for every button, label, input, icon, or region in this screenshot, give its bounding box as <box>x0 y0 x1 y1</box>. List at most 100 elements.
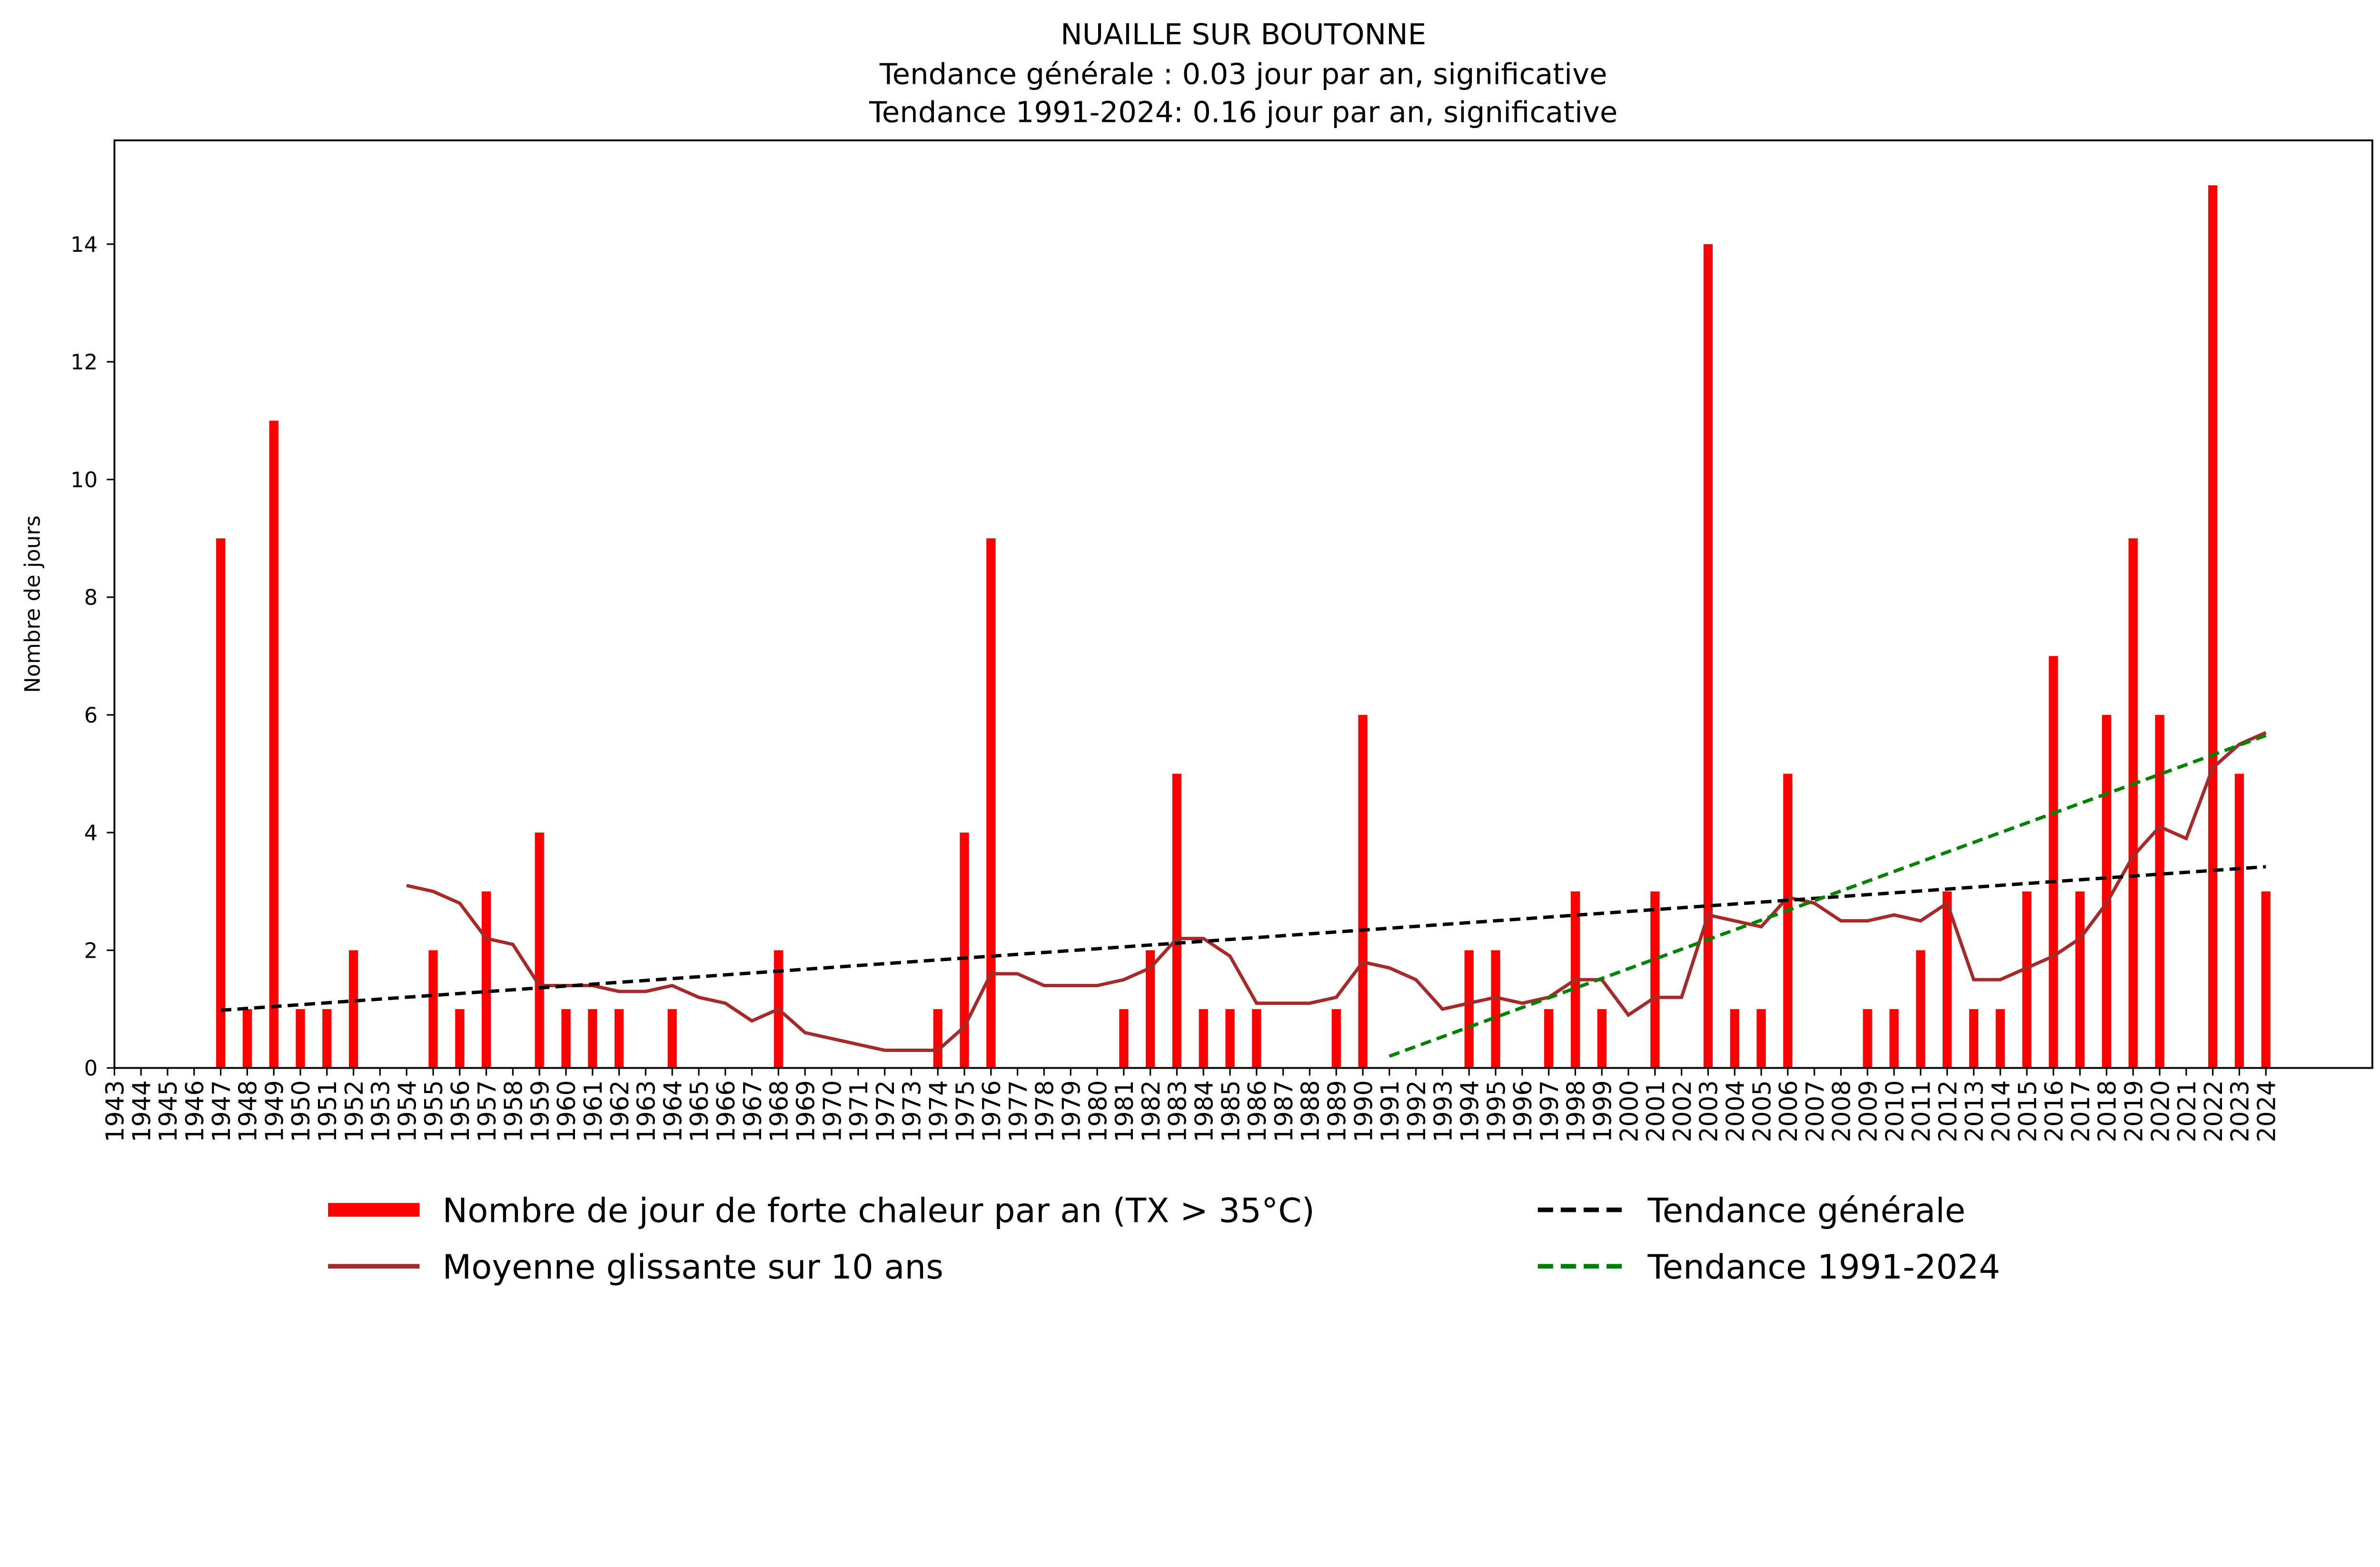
bar-2022 <box>2208 185 2218 1068</box>
bar-2004 <box>1730 1009 1739 1068</box>
chart-title-line-1: NUAILLE SUR BOUTONNE <box>1061 18 1426 51</box>
x-tick-label-1948: 1948 <box>234 1080 263 1142</box>
x-tick-label-1972: 1972 <box>872 1080 900 1142</box>
x-tick-label-1976: 1976 <box>978 1080 1006 1142</box>
y-tick-label-12: 12 <box>70 349 98 375</box>
x-tick-label-1970: 1970 <box>818 1080 847 1142</box>
x-tick-label-1979: 1979 <box>1057 1080 1086 1142</box>
y-tick-label-0: 0 <box>84 1056 98 1081</box>
bar-1995 <box>1491 950 1500 1068</box>
x-tick-label-1975: 1975 <box>951 1080 980 1142</box>
x-tick-label-2005: 2005 <box>1748 1080 1776 1142</box>
bar-1964 <box>667 1009 677 1068</box>
bar-1989 <box>1331 1009 1341 1068</box>
bar-1960 <box>561 1009 571 1068</box>
bar-2006 <box>1783 774 1793 1068</box>
lines-layer <box>220 731 2267 1058</box>
bar-1948 <box>242 1009 252 1068</box>
x-tick-label-1956: 1956 <box>446 1080 475 1142</box>
bar-2018 <box>2102 714 2112 1068</box>
bars-layer <box>216 185 2271 1068</box>
bar-1999 <box>1597 1009 1606 1068</box>
x-tick-label-2016: 2016 <box>2040 1080 2069 1142</box>
legend-label-trend-recent: Tendance 1991-2024 <box>1647 1248 2001 1287</box>
x-tick-label-2003: 2003 <box>1695 1080 1724 1142</box>
x-axis: 1943194419451946194719481949195019511952… <box>101 1068 2281 1142</box>
legend-label-bars: Nombre de jour de forte chaleur par an (… <box>442 1191 1315 1230</box>
bar-1975 <box>960 833 969 1068</box>
bar-1947 <box>216 538 226 1068</box>
x-tick-label-2018: 2018 <box>2093 1080 2122 1142</box>
bar-1982 <box>1146 950 1155 1068</box>
x-tick-label-1946: 1946 <box>181 1080 209 1142</box>
x-tick-label-1978: 1978 <box>1031 1080 1060 1142</box>
bar-1984 <box>1199 1009 1208 1068</box>
x-tick-label-1964: 1964 <box>659 1080 687 1142</box>
bar-2009 <box>1863 1009 1872 1068</box>
bar-2003 <box>1703 244 1713 1068</box>
x-tick-label-2001: 2001 <box>1642 1080 1670 1142</box>
legend-label-moving-average: Moyenne glissante sur 10 ans <box>442 1248 943 1287</box>
x-tick-label-1971: 1971 <box>845 1080 873 1142</box>
bar-2020 <box>2155 714 2164 1068</box>
bar-2017 <box>2075 891 2085 1068</box>
x-tick-label-1987: 1987 <box>1270 1080 1299 1142</box>
x-tick-label-1953: 1953 <box>367 1080 396 1142</box>
x-tick-label-1980: 1980 <box>1084 1080 1112 1142</box>
x-tick-label-1968: 1968 <box>765 1080 794 1142</box>
y-tick-label-2: 2 <box>84 938 98 963</box>
x-tick-label-1985: 1985 <box>1217 1080 1245 1142</box>
x-tick-label-1958: 1958 <box>500 1080 528 1142</box>
x-tick-label-1947: 1947 <box>208 1080 236 1142</box>
y-axis-label: Nombre de jours <box>20 516 45 693</box>
x-tick-label-1962: 1962 <box>606 1080 635 1142</box>
y-tick-label-8: 8 <box>84 585 98 610</box>
x-tick-label-1991: 1991 <box>1376 1080 1405 1142</box>
bar-1985 <box>1225 1009 1235 1068</box>
x-tick-label-2021: 2021 <box>2173 1080 2202 1142</box>
bar-1959 <box>535 833 544 1068</box>
bar-1951 <box>322 1009 332 1068</box>
y-tick-label-4: 4 <box>84 820 98 845</box>
y-axis: 0 2 4 6 8 10 12 14 <box>70 232 115 1081</box>
x-tick-label-2004: 2004 <box>1721 1080 1750 1142</box>
x-tick-label-1944: 1944 <box>128 1080 156 1142</box>
bar-2014 <box>1995 1009 2005 1068</box>
x-tick-label-2014: 2014 <box>1987 1080 2015 1142</box>
x-tick-label-1998: 1998 <box>1562 1080 1591 1142</box>
bar-1949 <box>269 420 278 1068</box>
x-tick-label-1999: 1999 <box>1588 1080 1617 1142</box>
bar-2024 <box>2261 891 2271 1068</box>
x-tick-label-2012: 2012 <box>1934 1080 1963 1142</box>
x-tick-label-2011: 2011 <box>1907 1080 1936 1142</box>
legend: Nombre de jour de forte chaleur par an (… <box>328 1191 2000 1287</box>
x-tick-label-2019: 2019 <box>2120 1080 2149 1142</box>
bar-1974 <box>933 1009 942 1068</box>
bar-2010 <box>1889 1009 1899 1068</box>
plot-frame <box>113 139 2373 1069</box>
bar-1994 <box>1464 950 1474 1068</box>
y-tick-label-6: 6 <box>84 703 98 728</box>
trend-general-line <box>220 865 2266 1012</box>
bar-2012 <box>1943 891 1952 1068</box>
bar-1957 <box>481 891 491 1068</box>
bar-1983 <box>1172 774 1182 1068</box>
y-tick-label-10: 10 <box>70 467 98 492</box>
chart-title-line-3: Tendance 1991-2024: 0.16 jour par an, si… <box>869 95 1617 129</box>
x-tick-label-2020: 2020 <box>2146 1080 2175 1142</box>
x-tick-label-2022: 2022 <box>2200 1080 2228 1142</box>
x-tick-label-1963: 1963 <box>633 1080 661 1142</box>
x-tick-label-2008: 2008 <box>1828 1080 1856 1142</box>
x-tick-label-2007: 2007 <box>1801 1080 1830 1142</box>
x-tick-label-1996: 1996 <box>1509 1080 1537 1142</box>
x-tick-label-1965: 1965 <box>685 1080 714 1142</box>
bar-1981 <box>1119 1009 1129 1068</box>
x-tick-label-1995: 1995 <box>1482 1080 1511 1142</box>
x-tick-label-1949: 1949 <box>260 1080 289 1142</box>
x-tick-label-1955: 1955 <box>420 1080 448 1142</box>
x-tick-label-1945: 1945 <box>154 1080 183 1142</box>
trend-recent-line <box>1388 734 2267 1058</box>
x-tick-label-1957: 1957 <box>473 1080 502 1142</box>
moving-average-line <box>406 731 2267 1052</box>
x-tick-label-2023: 2023 <box>2226 1080 2255 1142</box>
